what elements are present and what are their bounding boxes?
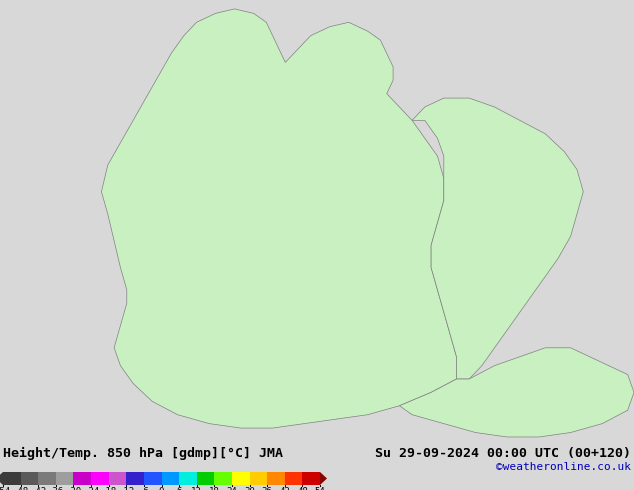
Text: -30: -30 — [65, 488, 82, 490]
Bar — [285, 472, 302, 485]
Bar — [302, 472, 320, 485]
Polygon shape — [412, 98, 583, 379]
Text: 24: 24 — [226, 488, 237, 490]
Bar — [38, 472, 56, 485]
Bar — [267, 472, 285, 485]
Bar — [162, 472, 179, 485]
Bar — [197, 472, 214, 485]
Text: -42: -42 — [30, 488, 46, 490]
Text: 0: 0 — [158, 488, 164, 490]
Text: Su 29-09-2024 00:00 UTC (00+120): Su 29-09-2024 00:00 UTC (00+120) — [375, 447, 631, 460]
Text: -6: -6 — [138, 488, 149, 490]
Bar — [126, 472, 144, 485]
Text: 54: 54 — [314, 488, 325, 490]
Text: -12: -12 — [118, 488, 134, 490]
Bar — [91, 472, 108, 485]
Text: 30: 30 — [244, 488, 255, 490]
Text: -48: -48 — [13, 488, 29, 490]
Text: 12: 12 — [191, 488, 202, 490]
Text: -54: -54 — [0, 488, 11, 490]
Polygon shape — [0, 472, 3, 485]
Bar — [56, 472, 74, 485]
Text: 36: 36 — [262, 488, 273, 490]
Text: -18: -18 — [101, 488, 117, 490]
Text: 48: 48 — [297, 488, 307, 490]
Bar — [3, 472, 21, 485]
Text: Height/Temp. 850 hPa [gdmp][°C] JMA: Height/Temp. 850 hPa [gdmp][°C] JMA — [3, 447, 283, 460]
Polygon shape — [101, 9, 456, 428]
Bar — [74, 472, 91, 485]
Polygon shape — [399, 348, 634, 437]
Bar — [179, 472, 197, 485]
Bar — [108, 472, 126, 485]
Text: -36: -36 — [48, 488, 64, 490]
Text: -24: -24 — [83, 488, 99, 490]
Text: ©weatheronline.co.uk: ©weatheronline.co.uk — [496, 462, 631, 472]
Bar — [21, 472, 38, 485]
Bar — [232, 472, 250, 485]
Text: 18: 18 — [209, 488, 220, 490]
Bar — [214, 472, 232, 485]
Bar — [250, 472, 267, 485]
Text: 6: 6 — [176, 488, 182, 490]
Text: 42: 42 — [280, 488, 290, 490]
Polygon shape — [320, 472, 327, 485]
Bar — [144, 472, 162, 485]
